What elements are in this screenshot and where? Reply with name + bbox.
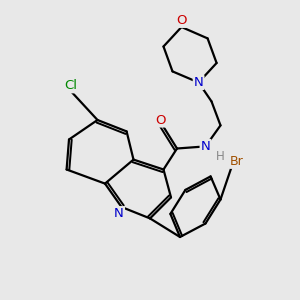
Text: N: N <box>114 207 124 220</box>
Text: Cl: Cl <box>64 79 77 92</box>
Text: H: H <box>215 150 224 164</box>
Text: O: O <box>176 14 187 27</box>
Text: N: N <box>201 140 210 153</box>
Text: Br: Br <box>230 155 244 168</box>
Text: O: O <box>155 113 166 127</box>
Text: N: N <box>194 76 203 89</box>
